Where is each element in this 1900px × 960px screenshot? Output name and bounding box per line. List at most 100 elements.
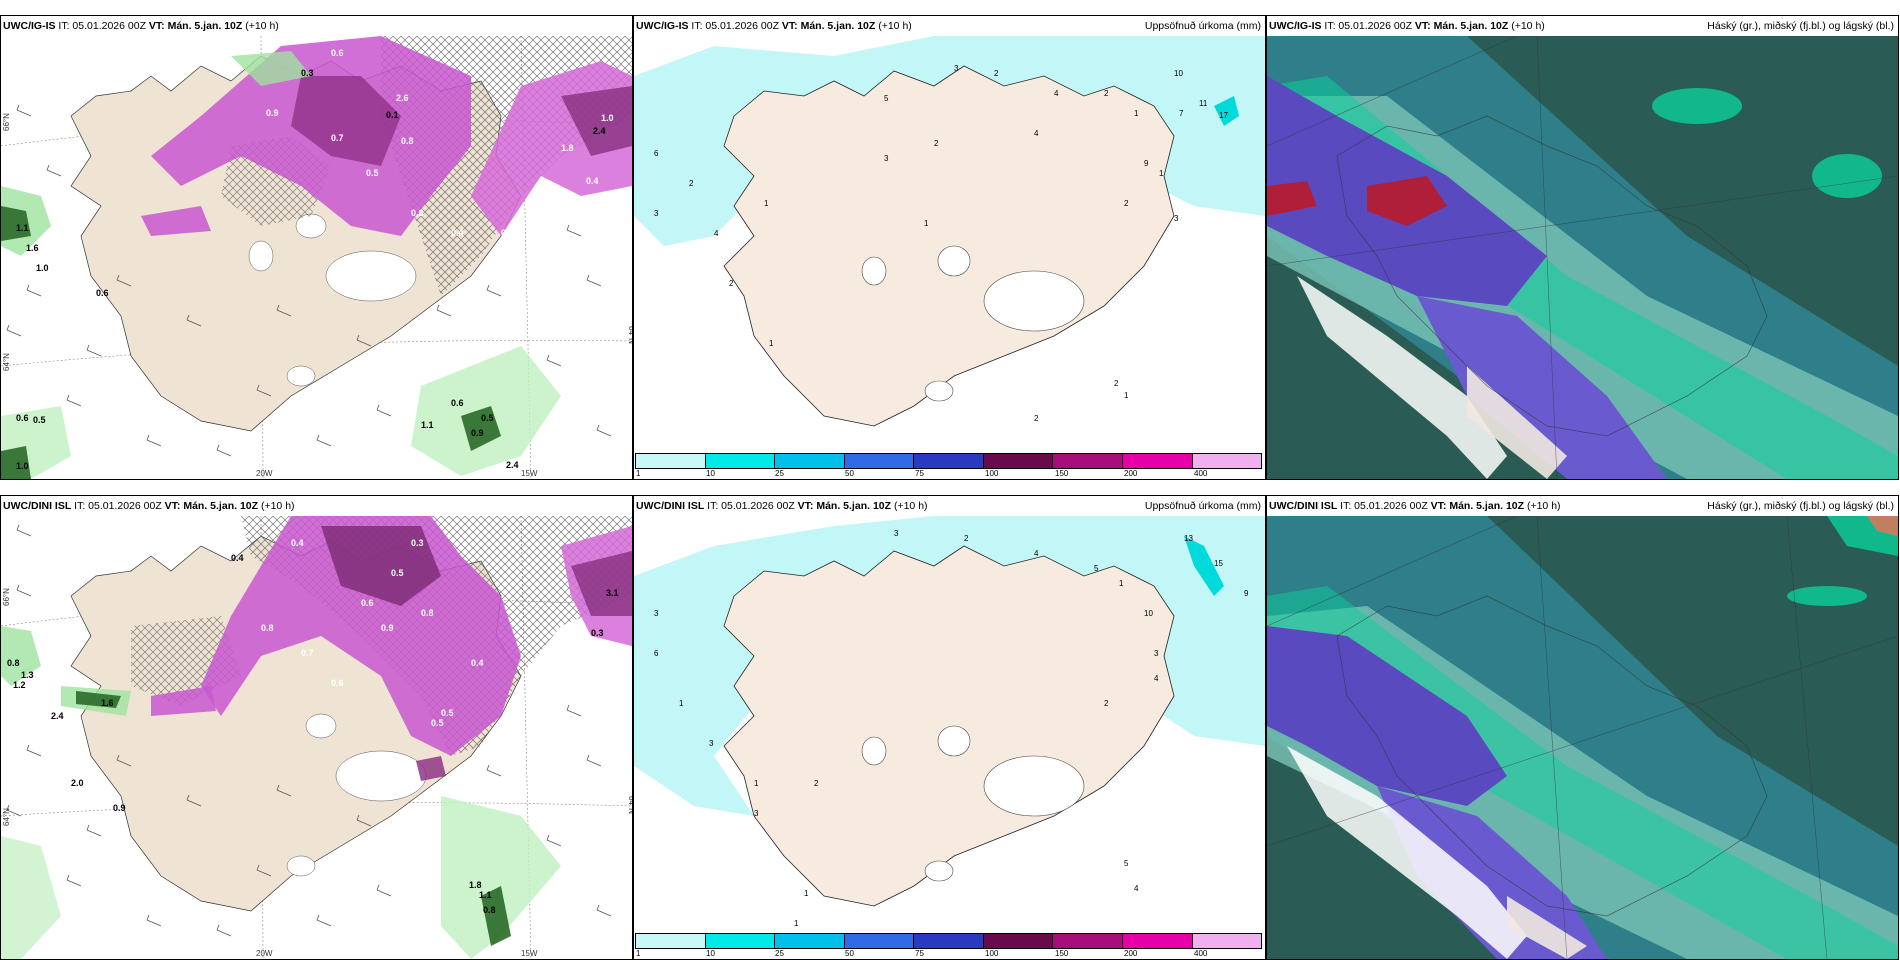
value-label: 2.4	[506, 460, 519, 470]
value-label: 0.6	[96, 288, 109, 298]
value-label: 1.0	[601, 113, 614, 123]
value-label: 0.6	[451, 398, 464, 408]
value-label: 0.1	[386, 110, 399, 120]
value-label: 2.0	[71, 778, 84, 788]
value-label: 1.1	[479, 890, 492, 900]
cloud-band-white	[1467, 366, 1567, 479]
legend-swatch	[705, 454, 776, 468]
value-label: 1.6	[26, 243, 39, 253]
legend-tick: 150	[1055, 949, 1069, 958]
field-title: Uppsöfnuð úrkoma (mm)	[1144, 500, 1261, 512]
legend-swatch	[1122, 454, 1193, 468]
value-label: 1.1	[16, 223, 29, 233]
legend-swatch	[983, 934, 1054, 948]
value-label: 3	[1154, 649, 1159, 658]
value-label: 2	[1124, 199, 1129, 208]
value-label: 0.3	[591, 628, 604, 638]
value-label: 2	[1034, 414, 1039, 423]
legend-swatch	[1192, 934, 1262, 948]
panel-dini-wind-precip: UWC/DINI ISL IT: 05.01.2026 00Z VT: Mán.…	[0, 495, 633, 960]
grid-lines	[1267, 516, 1898, 959]
green-blobs	[1652, 88, 1882, 198]
value-label: 2	[1104, 699, 1109, 708]
value-label: 4	[1154, 674, 1159, 683]
value-label: 0.4	[451, 228, 464, 238]
map-canvas[interactable]: 0.4 0.3 0.5 0.6 0.8 0.9 0.7 0.4 3.1 0.3 …	[1, 516, 632, 959]
lat-label: 66°N	[2, 588, 11, 606]
value-label: 0.4	[231, 553, 244, 563]
value-label: 6	[654, 149, 659, 158]
value-label: 13	[1184, 534, 1193, 543]
value-label: 7	[1179, 109, 1184, 118]
panel-header: UWC/DINI ISL IT: 05.01.2026 00Z VT: Mán.…	[1267, 496, 1898, 516]
value-label: 1.8	[469, 880, 482, 890]
legend-tick: 75	[915, 949, 924, 958]
legend-swatch	[1122, 934, 1193, 948]
map-canvas[interactable]	[1267, 516, 1898, 959]
value-label: 0.3	[411, 208, 424, 218]
value-label: 6	[654, 649, 659, 658]
legend-swatch	[844, 454, 915, 468]
legend-tick: 25	[775, 469, 784, 478]
field-title: Uppsöfnuð úrkoma (mm)	[1144, 20, 1261, 32]
value-label: 0.3	[411, 538, 424, 548]
value-label: 1.6	[101, 698, 114, 708]
snow-patches	[861, 725, 1085, 882]
legend-tick: 75	[915, 469, 924, 478]
map-canvas[interactable]	[1267, 36, 1898, 479]
value-label: 11	[1199, 99, 1208, 108]
value-label: 1	[1159, 169, 1164, 178]
iceland-outline	[1336, 115, 1768, 437]
legend-tick: 10	[706, 949, 715, 958]
value-label: 3	[884, 154, 889, 163]
value-label: 0.6	[331, 678, 344, 688]
precip-green	[1, 626, 561, 959]
legend-tick: 50	[845, 469, 854, 478]
precip-value-labels: 3 2 4 5 1 3 6 13 15 9 10 3 2 4 1 3 1 2 3…	[654, 529, 1249, 928]
legend-swatch	[775, 934, 845, 948]
panel-header: UWC/IG-IS IT: 05.01.2026 00Z VT: Mán. 5.…	[1, 16, 632, 36]
value-label: 15	[1214, 559, 1223, 568]
value-label: 2.4	[593, 126, 606, 136]
value-label: 0.5	[391, 568, 404, 578]
legend-tick: 200	[1124, 469, 1138, 478]
precip-green	[1, 51, 561, 479]
value-label: 0.9	[471, 428, 484, 438]
value-label: 3	[654, 609, 659, 618]
value-label: 2	[994, 69, 999, 78]
map-canvas[interactable]: 0.3 0.6 2.6 0.1 0.9 0.7 0.5 0.8 1.0 2.4 …	[1, 36, 632, 479]
value-label: 3	[894, 529, 899, 538]
legend-colorbar	[635, 453, 1262, 469]
value-label: 0.8	[483, 905, 496, 915]
legend-swatch	[775, 454, 845, 468]
value-label: 0.9	[381, 623, 394, 633]
value-label: 1	[1124, 391, 1129, 400]
value-label: 17	[1219, 111, 1228, 120]
value-label: 4	[1054, 89, 1059, 98]
legend-tick: 150	[1055, 469, 1069, 478]
precip-legend: 1 10 25 50 75 100 150 200 400	[634, 933, 1265, 959]
precip-legend: 1 10 25 50 75 100 150 200 400	[634, 453, 1265, 479]
map-canvas[interactable]: 3 2 4 2 1 5 6 3 1 2 4 2 1 10 11 17 7 1 2…	[634, 36, 1265, 456]
lon-label: 20W	[256, 469, 273, 478]
value-label: 3	[709, 739, 714, 748]
precip-cyan-strong	[1184, 536, 1224, 596]
value-label: 0.4	[586, 176, 599, 186]
panel-igis-accumulated-precip: UWC/IG-IS IT: 05.01.2026 00Z VT: Mán. 5.…	[633, 15, 1266, 480]
map-canvas[interactable]: 3 2 4 5 1 3 6 13 15 9 10 3 2 4 1 3 1 2 3…	[634, 516, 1265, 936]
value-label: 0.9	[266, 108, 279, 118]
value-label: 9	[1144, 159, 1149, 168]
value-label: 5	[1124, 859, 1129, 868]
value-label: 0.7	[331, 133, 344, 143]
legend-colorbar	[635, 933, 1262, 949]
value-label: 1.1	[421, 420, 434, 430]
value-label: 10	[1174, 69, 1183, 78]
legend-swatch	[1192, 454, 1262, 468]
field-title: Háský (gr.), miðský (fj.bl.) og lágský (…	[1707, 20, 1894, 32]
panel-header: UWC/IG-IS IT: 05.01.2026 00Z VT: Mán. 5.…	[634, 16, 1265, 36]
precip-purple	[151, 516, 632, 781]
legend-tick: 100	[985, 949, 999, 958]
value-label: 1	[1134, 109, 1139, 118]
value-label: 3	[754, 809, 759, 818]
lat-label: 64°N	[2, 353, 11, 371]
